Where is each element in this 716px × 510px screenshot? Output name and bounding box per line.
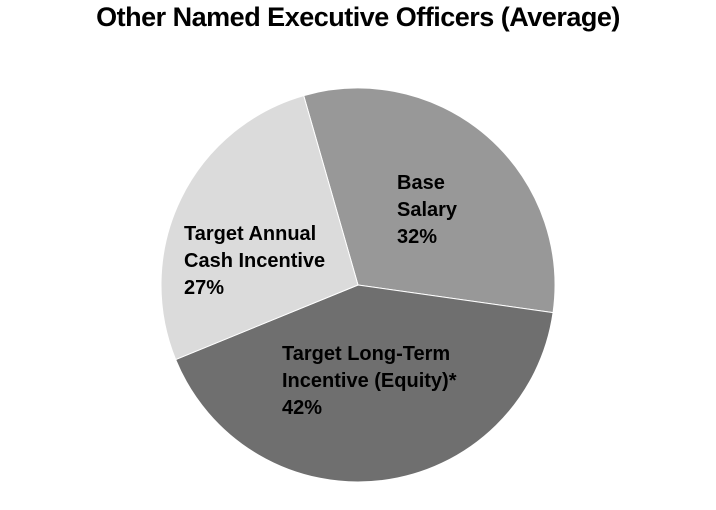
slice-label-target-long-term-incentive-text: Target Long-Term Incentive (Equity)* <box>282 343 457 392</box>
pie-slice-0 <box>303 87 556 314</box>
slice-label-base-salary-text: Base Salary <box>397 172 458 221</box>
slice-label-base-salary: Base Salary 32% <box>397 170 547 251</box>
slice-label-target-annual-cash-incentive-text: Target Annual Cash Incentive <box>184 223 326 272</box>
slice-label-target-annual-cash-incentive-value: 27% <box>184 277 225 299</box>
pie-slice-2 <box>160 95 359 361</box>
slice-label-target-annual-cash-incentive: Target Annual Cash Incentive 27% <box>184 221 374 302</box>
pie-slice-1 <box>175 284 554 483</box>
slice-label-target-long-term-incentive: Target Long-Term Incentive (Equity)* 42% <box>282 341 512 422</box>
slice-label-target-long-term-incentive-value: 42% <box>282 397 323 419</box>
slice-label-base-salary-value: 32% <box>397 226 438 248</box>
chart-title: Other Named Executive Officers (Average) <box>96 2 620 32</box>
